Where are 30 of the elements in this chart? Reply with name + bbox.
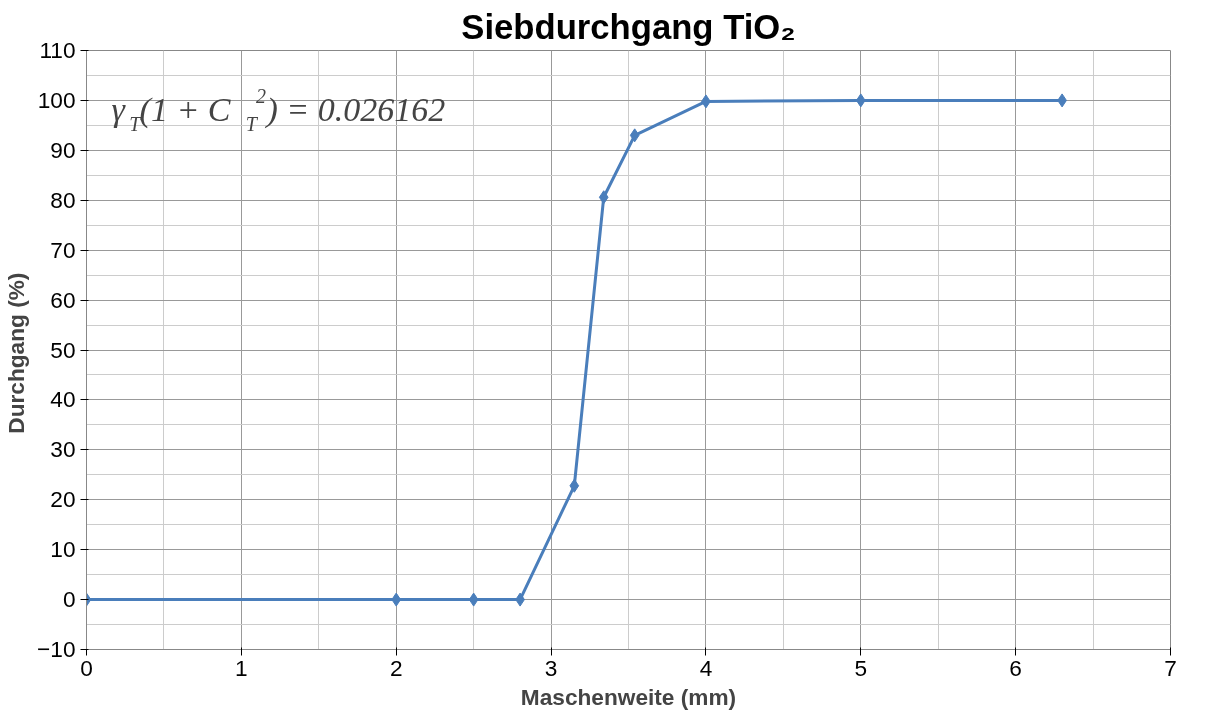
y-tick-label: 70 [50, 236, 76, 263]
x-axis-title: Maschenweite (mm) [520, 683, 737, 710]
point [391, 592, 402, 607]
point [598, 190, 609, 205]
y-tick-label: 100 [37, 86, 76, 113]
x-tick-label: 6 [1009, 654, 1022, 681]
point [629, 128, 640, 143]
x-tick-label: 3 [544, 654, 558, 681]
y-axis-title: Durchgang (%) [3, 272, 30, 434]
x-tick-label: 2 [389, 654, 403, 681]
x-tick-label: 5 [854, 654, 868, 681]
y-tick-label: −10 [37, 636, 76, 662]
point [468, 592, 479, 607]
y-tick-label: 10 [50, 536, 76, 563]
y-tick-label: 60 [50, 286, 76, 313]
y-tick-label: 110 [39, 37, 76, 63]
x-tick-label: 1 [235, 654, 248, 681]
x-tick-label: 0 [80, 654, 93, 681]
x-tick-label: 4 [699, 654, 713, 681]
y-tick-label: 50 [50, 336, 76, 363]
y-tick-label: 40 [50, 386, 76, 413]
chart-title: Siebdurchgang TiO₂ [461, 7, 796, 46]
y-tick-label: 30 [50, 436, 76, 463]
y-tick-label: 80 [50, 186, 76, 213]
y-tick-label: 90 [50, 136, 76, 163]
x-tick-label: 7 [1164, 654, 1177, 681]
y-tick-label: 20 [50, 486, 76, 513]
y-tick-label: 0 [62, 586, 76, 613]
point [855, 93, 866, 108]
point [569, 478, 580, 493]
